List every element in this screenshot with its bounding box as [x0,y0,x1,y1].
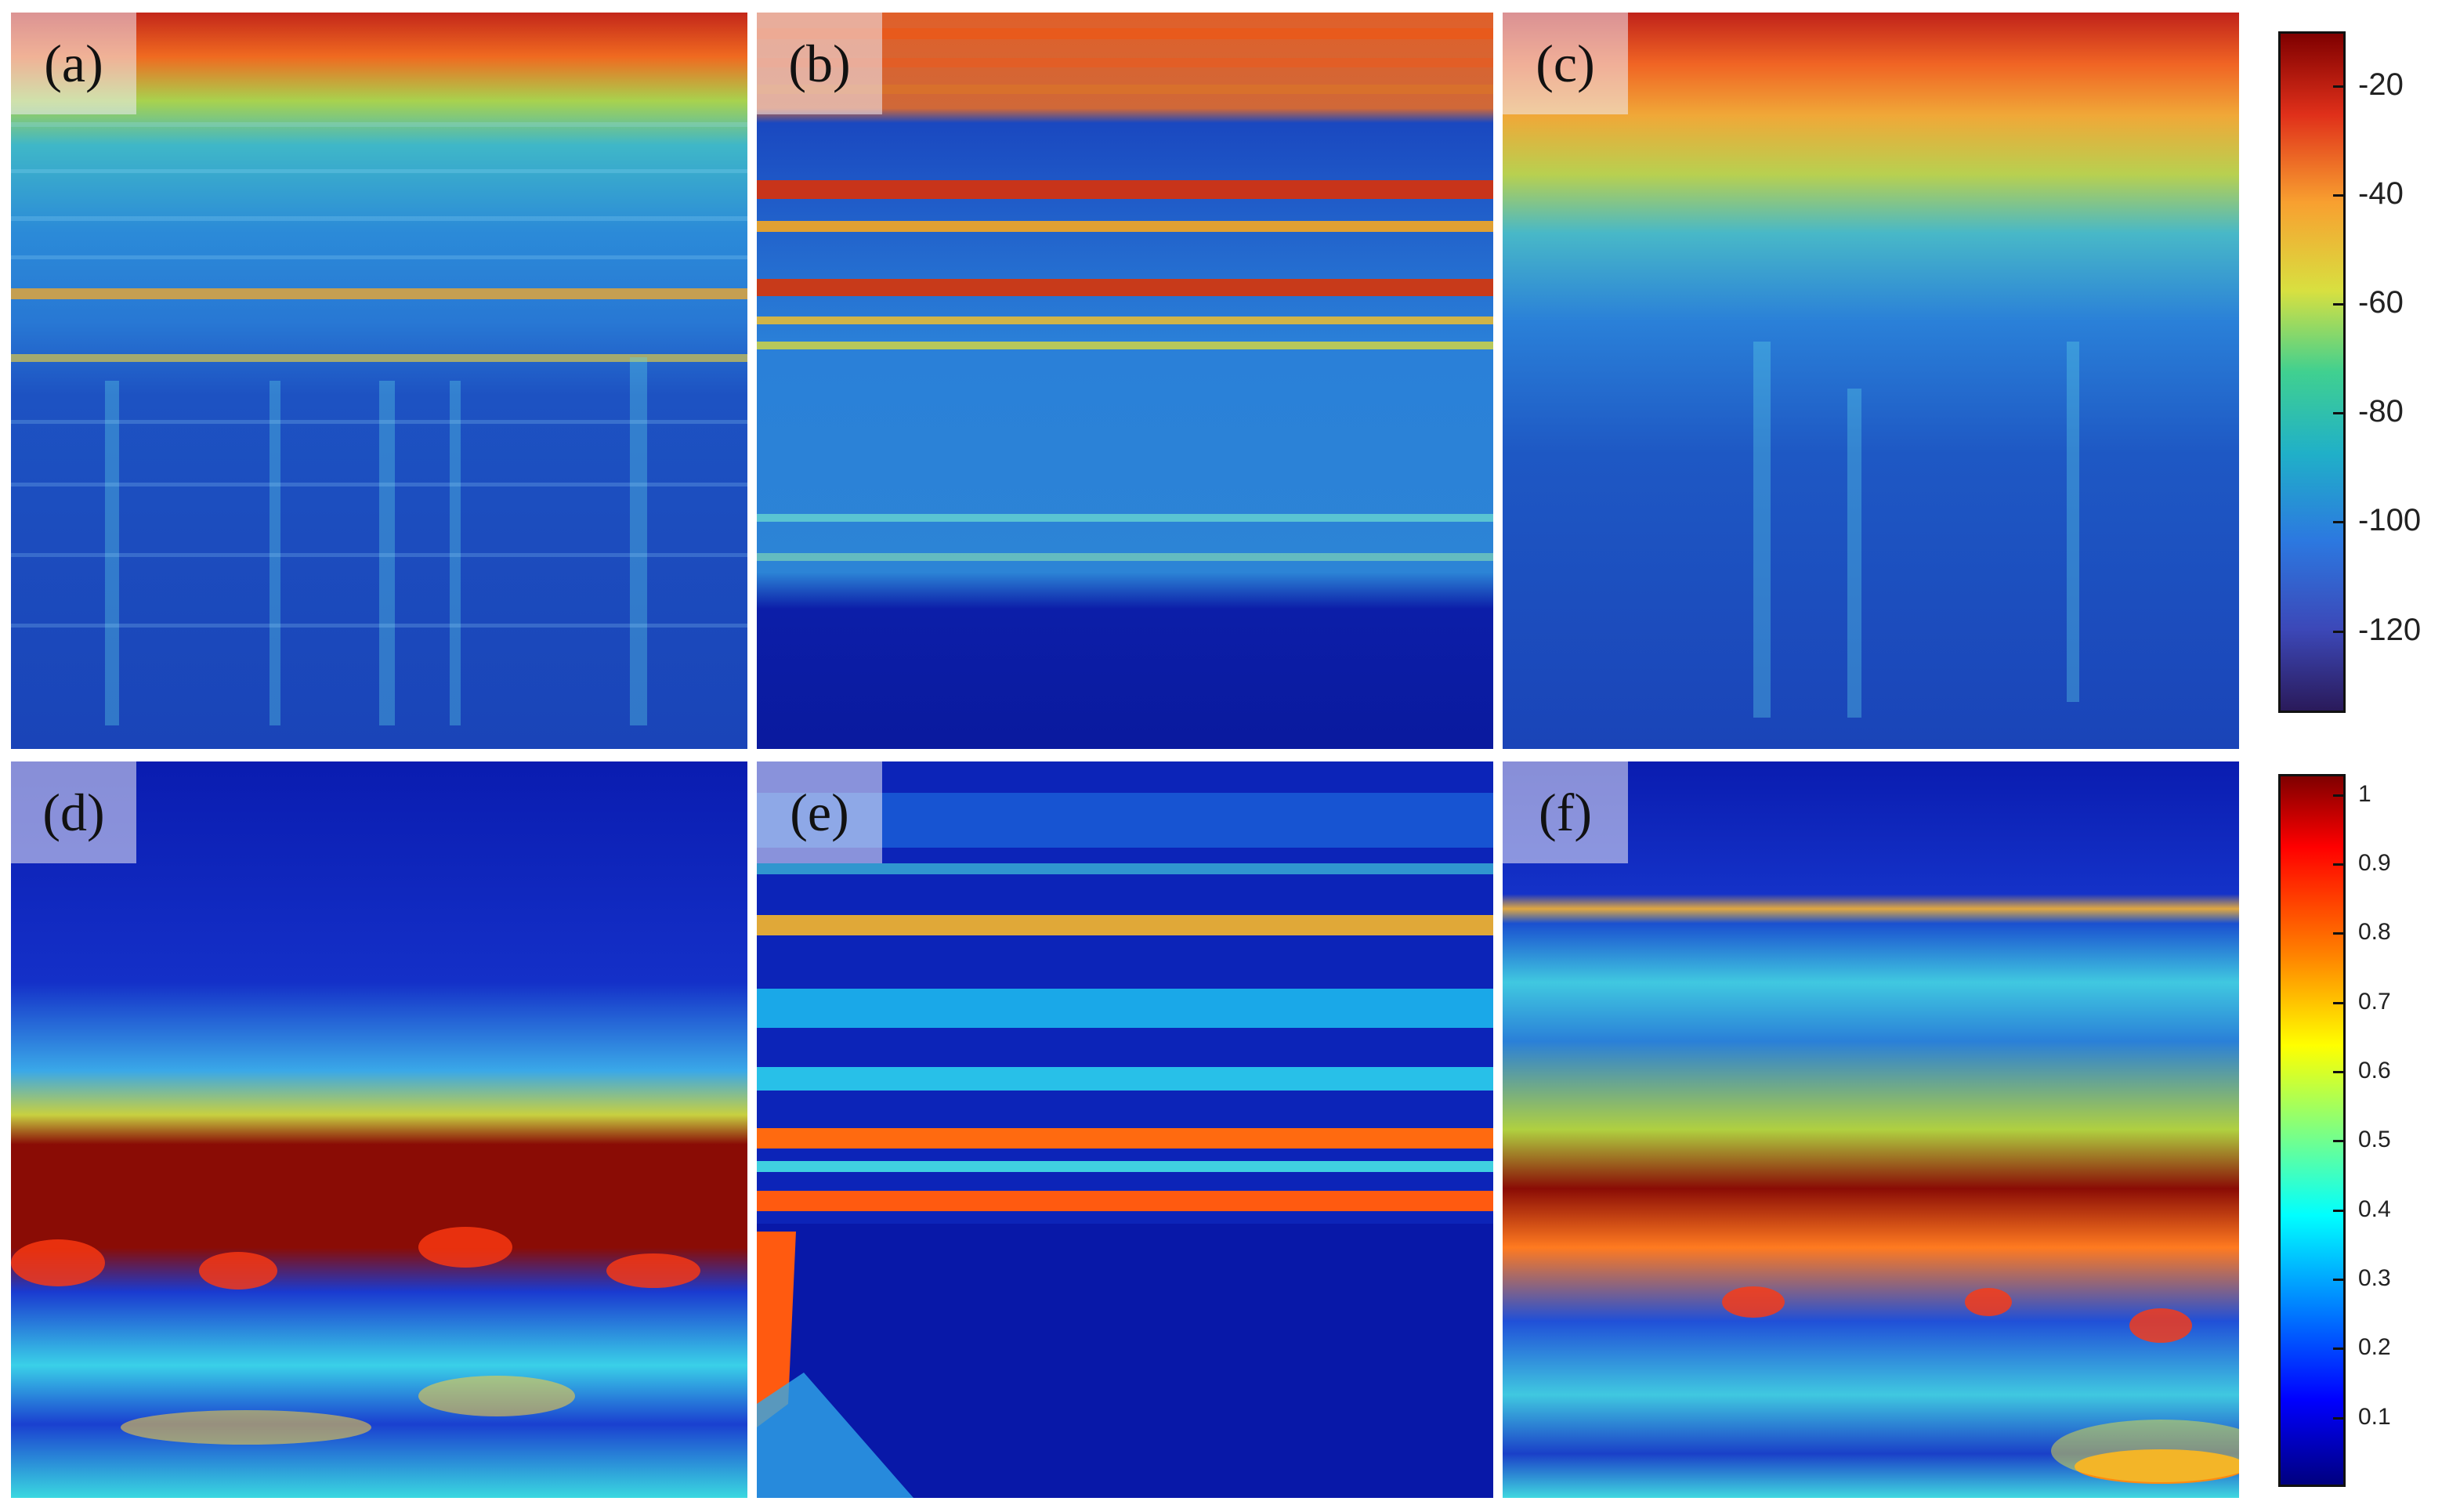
colorbar-bottom-tick-label: 0.2 [2358,1334,2391,1361]
colorbar-top-tick-mark [2333,630,2346,633]
scalogram-image-d [11,761,747,1498]
colorbar-bottom-tick-mark [2333,1070,2346,1073]
colorbar-bottom-tick-mark [2333,932,2346,935]
colorbar-bottom-gradient [2281,776,2343,1485]
panel-label-f: (f) [1503,761,1628,863]
spectrogram-image-c [1503,13,2239,749]
colorbar-top-gradient [2281,34,2343,711]
colorbar-bottom-tick-mark [2333,1140,2346,1143]
colorbar-bottom-tick-mark [2333,1001,2346,1004]
panel-label-e: (e) [757,761,882,863]
colorbar-top [2278,31,2346,713]
colorbar-bottom-tick-label: 0.6 [2358,1057,2391,1083]
colorbar-bottom-tick-mark [2333,863,2346,866]
panel-f-scalogram: (f) [1503,761,2239,1498]
colorbar-bottom-tick-mark [2333,1416,2346,1420]
colorbar-top-tick-label: -40 [2358,175,2404,211]
panel-e-scalogram: (e) [757,761,1493,1498]
colorbar-bottom-tick-mark [2333,1347,2346,1351]
panel-label-b: (b) [757,13,882,114]
colorbar-bottom-tick-label: 0.8 [2358,919,2391,946]
colorbar-bottom-tick-label: 0.4 [2358,1195,2391,1222]
colorbar-bottom-tick-label: 0.7 [2358,988,2391,1015]
colorbar-top-tick-label: -80 [2358,394,2404,429]
panel-label-d: (d) [11,761,136,863]
panel-label-c: (c) [1503,13,1628,114]
colorbar-bottom-tick-label: 1 [2358,780,2371,807]
colorbar-top-tick-mark [2333,412,2346,415]
colorbar-top-tick-mark [2333,194,2346,197]
panel-label-a: (a) [11,13,136,114]
panel-d-scalogram: (d) [11,761,747,1498]
colorbar-bottom-tick-label: 0.9 [2358,849,2391,876]
colorbar-top-tick-mark [2333,303,2346,306]
colorbar-bottom-tick-mark [2333,1209,2346,1212]
colorbar-bottom-tick-label: 0.3 [2358,1264,2391,1291]
panel-c-spectrogram: (c) [1503,13,2239,749]
panel-a-spectrogram: (a) [11,13,747,749]
colorbar-bottom-tick-label: 0.5 [2358,1127,2391,1153]
colorbar-bottom-tick-label: 0.1 [2358,1403,2391,1430]
scalogram-image-f [1503,761,2239,1498]
spectrogram-image-a [11,13,747,749]
colorbar-bottom-tick-mark [2333,1278,2346,1281]
colorbar-top-tick-mark [2333,521,2346,524]
colorbar-top-tick-label: -100 [2358,503,2422,538]
spectrogram-image-b [757,13,1493,749]
colorbar-top-tick-label: -60 [2358,285,2404,320]
colorbar-bottom [2278,774,2346,1487]
colorbar-top-tick-label: -120 [2358,612,2422,647]
panel-b-spectrogram: (b) [757,13,1493,749]
colorbar-bottom-tick-mark [2333,794,2346,797]
colorbar-top-tick-label: -20 [2358,67,2404,102]
scalogram-image-e [757,761,1493,1498]
colorbar-top-tick-mark [2333,85,2346,88]
